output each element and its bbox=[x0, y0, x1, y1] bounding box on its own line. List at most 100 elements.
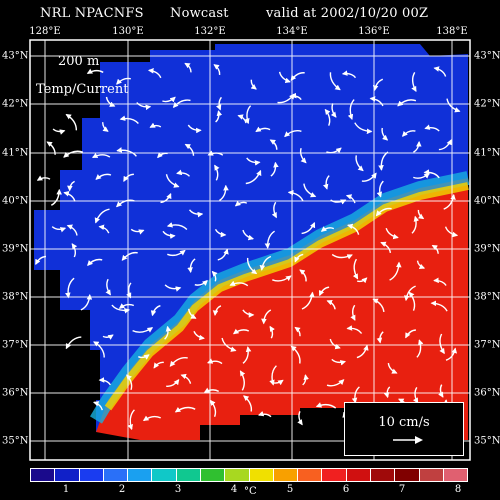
current-arrow bbox=[302, 374, 309, 386]
current-arrow bbox=[383, 386, 391, 399]
current-arrow bbox=[444, 226, 459, 238]
current-arrow bbox=[350, 304, 356, 321]
thermal-front bbox=[89, 171, 470, 424]
current-arrow bbox=[218, 184, 229, 202]
current-arrow bbox=[166, 379, 180, 387]
current-arrow bbox=[86, 68, 104, 75]
current-arrow bbox=[446, 98, 461, 113]
current-arrow bbox=[411, 72, 417, 93]
colorbar-tick-label: 3 bbox=[174, 484, 182, 495]
current-arrow bbox=[184, 143, 195, 156]
current-arrow bbox=[412, 387, 419, 404]
vector-scale-label: 10 cm/s bbox=[378, 415, 430, 430]
current-arrow bbox=[63, 191, 76, 202]
current-arrow bbox=[118, 303, 135, 309]
colorbar-tick-label: 2 bbox=[118, 484, 126, 495]
current-arrow bbox=[237, 114, 247, 124]
current-arrow bbox=[184, 62, 192, 73]
current-arrow bbox=[213, 64, 221, 75]
current-arrow bbox=[416, 339, 424, 358]
lat-label-39-right: 39°N bbox=[474, 243, 500, 255]
thermal-front-warm-edge bbox=[104, 182, 469, 411]
current-vectors bbox=[35, 62, 461, 431]
current-arrow bbox=[229, 280, 249, 287]
colorbar-swatch bbox=[395, 469, 420, 481]
current-arrow bbox=[243, 395, 253, 412]
lat-label-41-right: 41°N bbox=[474, 147, 500, 159]
current-arrow bbox=[245, 169, 262, 185]
lon-label-128: 128°E bbox=[29, 26, 61, 37]
current-arrow bbox=[326, 147, 342, 154]
lat-label-37-left: 37°N bbox=[2, 339, 29, 351]
current-arrow bbox=[329, 338, 341, 350]
valid-time: valid at 2002/10/20 00Z bbox=[266, 6, 429, 21]
current-arrow bbox=[215, 110, 223, 123]
current-arrow bbox=[326, 379, 345, 387]
current-arrow bbox=[329, 72, 341, 91]
current-arrow bbox=[111, 304, 131, 314]
current-arrow bbox=[315, 402, 337, 409]
current-arrow bbox=[149, 122, 162, 128]
current-arrow bbox=[132, 327, 154, 333]
current-arrow bbox=[65, 277, 75, 299]
current-arrow bbox=[194, 279, 208, 286]
current-arrow bbox=[284, 129, 302, 138]
lat-label-41-left: 41°N bbox=[2, 147, 29, 159]
current-arrow bbox=[188, 209, 204, 218]
current-arrow bbox=[287, 189, 304, 202]
current-arrow bbox=[126, 282, 132, 299]
model-name: NRL NPACNFS bbox=[40, 6, 144, 21]
current-arrow bbox=[416, 260, 426, 270]
current-arrow bbox=[98, 224, 110, 234]
lon-label-138: 138°E bbox=[436, 26, 468, 37]
current-arrow bbox=[207, 150, 224, 156]
current-arrow bbox=[389, 261, 402, 281]
colorbar-tick-label: 4 bbox=[230, 484, 238, 495]
colorbar-swatch bbox=[225, 469, 250, 481]
current-arrow bbox=[290, 72, 305, 82]
current-arrow bbox=[438, 139, 452, 151]
colorbar-swatch bbox=[200, 469, 226, 481]
current-arrow bbox=[65, 336, 82, 350]
current-arrow bbox=[272, 275, 292, 282]
temperature-colorbar bbox=[30, 468, 468, 482]
current-arrow bbox=[157, 152, 168, 159]
lat-label-37-right: 37°N bbox=[474, 339, 500, 351]
current-arrow bbox=[153, 361, 164, 369]
current-arrow bbox=[303, 183, 317, 198]
current-arrow bbox=[51, 226, 67, 233]
current-arrow bbox=[445, 347, 458, 361]
current-arrow bbox=[105, 278, 111, 296]
current-arrow bbox=[136, 102, 152, 111]
current-arrow bbox=[431, 244, 439, 254]
colorbar-tick-label: 6 bbox=[342, 484, 350, 495]
current-arrow bbox=[322, 175, 330, 190]
current-arrow bbox=[180, 373, 192, 384]
colorbar-swatch bbox=[79, 469, 104, 481]
lat-label-40-left: 40°N bbox=[2, 195, 29, 207]
current-arrow bbox=[331, 253, 353, 260]
current-arrow bbox=[162, 96, 176, 103]
lat-label-39-left: 39°N bbox=[2, 243, 29, 255]
colorbar-swatch bbox=[128, 469, 153, 481]
current-arrow bbox=[116, 147, 137, 157]
colorbar-swatch bbox=[31, 469, 56, 481]
current-arrow bbox=[207, 358, 223, 365]
current-arrow bbox=[261, 309, 272, 325]
current-arrow bbox=[138, 354, 150, 360]
current-arrow bbox=[433, 277, 447, 286]
current-arrow bbox=[67, 180, 75, 192]
lon-label-132: 132°E bbox=[194, 26, 226, 37]
current-arrow bbox=[330, 103, 337, 118]
colorbar-tick-label: 8 bbox=[454, 484, 462, 495]
current-arrow bbox=[290, 345, 301, 364]
current-arrow bbox=[150, 305, 161, 317]
current-arrow bbox=[387, 362, 398, 374]
current-arrow bbox=[264, 230, 276, 249]
lat-label-42-right: 42°N bbox=[474, 98, 500, 110]
current-arrow bbox=[413, 140, 422, 153]
colorbar-swatch bbox=[322, 469, 347, 481]
current-arrow bbox=[347, 99, 355, 120]
current-arrow bbox=[375, 207, 392, 217]
current-arrow bbox=[372, 78, 384, 92]
